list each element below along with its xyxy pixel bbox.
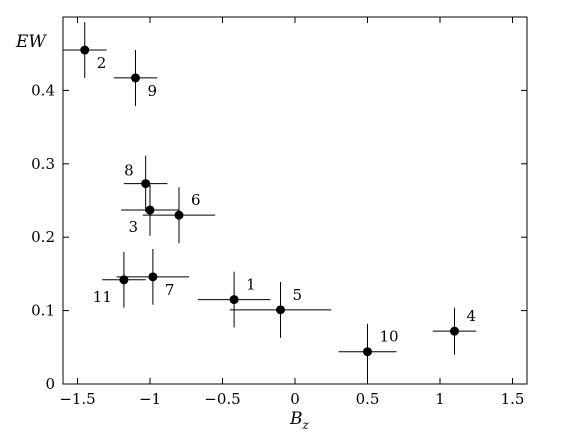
y-tick-label: 0.2 — [31, 228, 55, 246]
marker — [131, 73, 140, 83]
y-tick-label: 0.3 — [31, 155, 55, 173]
x-tick-label: 0.5 — [356, 390, 380, 408]
data-point-7: 7 — [116, 248, 190, 305]
data-point-6: 6 — [142, 187, 216, 244]
data-point-1: 1 — [197, 271, 271, 328]
data-point-10: 10 — [338, 323, 399, 380]
y-tick-label: 0.1 — [31, 302, 55, 320]
marker — [450, 326, 459, 336]
point-label: 8 — [124, 162, 134, 180]
point-label: 2 — [97, 54, 107, 72]
x-tick-label: −1.5 — [59, 390, 95, 408]
marker — [363, 347, 372, 357]
point-label: 7 — [165, 281, 175, 299]
point-label: 6 — [191, 191, 201, 209]
y-tick-label: 0.4 — [31, 81, 55, 99]
marker — [80, 45, 90, 55]
marker — [229, 295, 239, 305]
y-tick-label: 0 — [45, 375, 55, 393]
point-label: 5 — [293, 286, 303, 304]
point-label: 3 — [128, 218, 138, 236]
marker — [174, 210, 184, 220]
data-point-3: 3 — [121, 184, 179, 236]
x-tick-label: −0.5 — [204, 390, 240, 408]
x-axis-title-main: B — [289, 409, 303, 429]
point-label: 9 — [148, 82, 158, 100]
x-axis-title-sub: z — [302, 418, 310, 432]
x-axis-title: Bz — [289, 409, 310, 432]
marker — [276, 305, 285, 315]
x-tick-label: −1 — [139, 390, 161, 408]
marker — [141, 179, 151, 189]
data-point-4: 4 — [432, 307, 477, 355]
data-point-8: 8 — [123, 155, 168, 212]
point-label: 11 — [93, 288, 112, 306]
point-label: 1 — [246, 276, 256, 294]
x-tick-label: 1 — [435, 390, 445, 408]
point-label: 10 — [380, 328, 399, 346]
marker — [119, 275, 129, 285]
point-label: 4 — [467, 307, 477, 325]
y-axis-title: EW — [15, 32, 47, 52]
axes: −1.5 −1 −0.5 0 0.5 1 1.5 0 0.1 0.2 0.3 0.4 — [31, 16, 528, 408]
data-point-5: 5 — [229, 281, 332, 338]
x-tick-label: 1.5 — [501, 390, 525, 408]
marker — [148, 272, 158, 282]
data-points: 1 2 3 4 5 6 7 8 9 10 11 — [63, 22, 477, 380]
marker — [145, 205, 155, 215]
x-tick-label: 0 — [290, 390, 300, 408]
data-point-2: 2 — [63, 22, 107, 78]
data-point-11: 11 — [93, 251, 146, 308]
data-point-9: 9 — [113, 50, 158, 106]
